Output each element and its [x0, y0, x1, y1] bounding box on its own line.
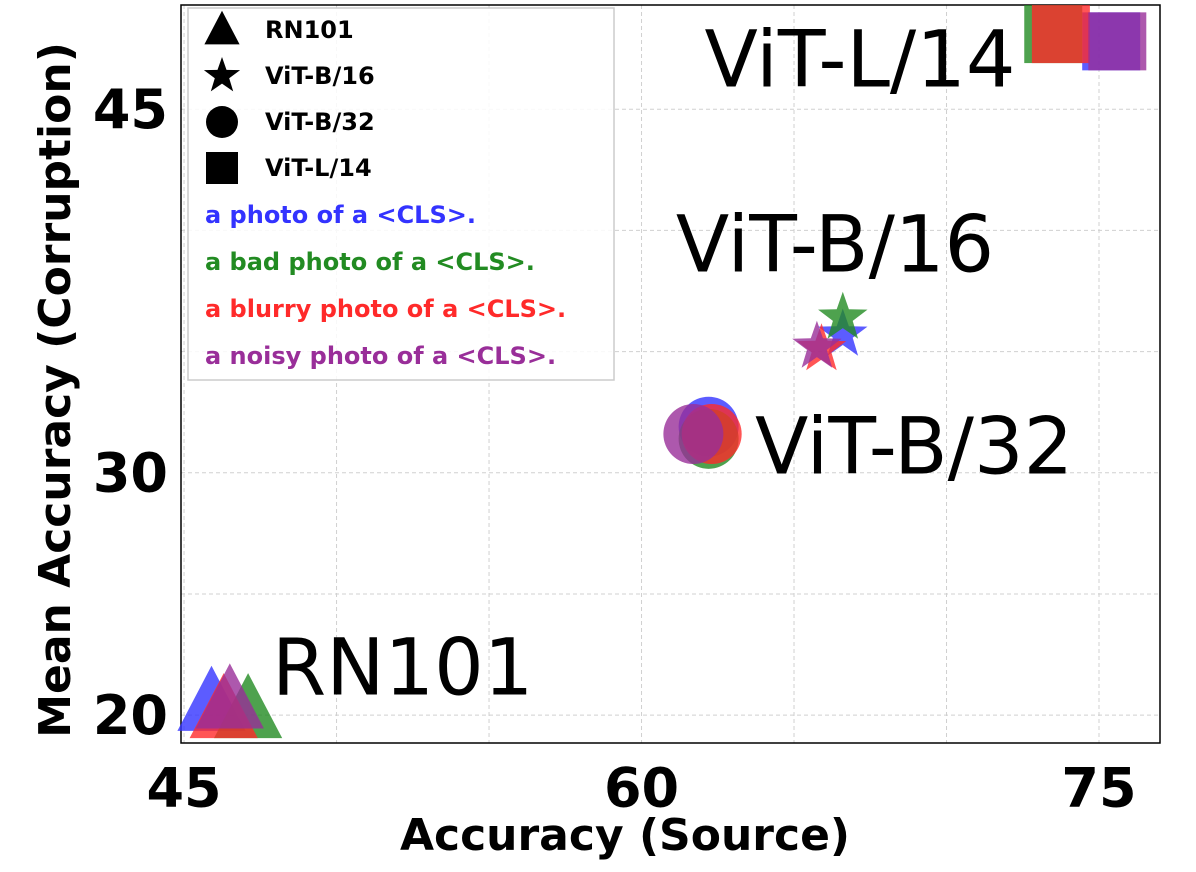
model-label: ViT-B/32 [755, 402, 1073, 492]
x-axis-title: Accuracy (Source) [400, 810, 850, 861]
legend-label: ViT-L/14 [265, 154, 372, 182]
legend-label: RN101 [265, 16, 354, 44]
legend-label: a noisy photo of a <CLS>. [205, 342, 556, 370]
star-point [818, 291, 868, 339]
triangle-point [195, 663, 264, 729]
legend: RN101 ViT-B/16 ViT-B/32 ViT-L/14 a photo of … [187, 7, 615, 381]
star-point [792, 320, 842, 368]
circle-point [663, 403, 724, 464]
square-point [1031, 5, 1090, 64]
legend-label: a photo of a <CLS>. [205, 201, 476, 229]
y-tick-label: 45 [93, 78, 168, 141]
legend-label: ViT-B/32 [265, 108, 375, 136]
square-point [1088, 12, 1147, 71]
legend-label: a bad photo of a <CLS>. [205, 248, 535, 276]
triangle-point [204, 10, 240, 45]
legend-label: ViT-B/16 [265, 62, 375, 90]
x-tick-label: 45 [146, 757, 221, 820]
x-tick-label: 75 [1061, 757, 1136, 820]
star-point [203, 57, 241, 92]
plot-border [180, 4, 1161, 744]
x-tick-label: 60 [604, 757, 679, 820]
star-point [818, 308, 868, 356]
model-label: ViT-B/16 [676, 200, 994, 290]
circle-point [206, 106, 238, 138]
square-point [206, 152, 238, 184]
y-tick-label: 30 [93, 441, 168, 504]
legend-label: a blurry photo of a <CLS>. [205, 295, 566, 323]
y-tick-label: 20 [93, 684, 168, 747]
model-label: ViT-L/14 [705, 15, 1016, 105]
y-axis-title: Mean Accuracy (Corruption) [30, 42, 81, 738]
model-label: RN101 [272, 623, 533, 713]
legend-box [187, 7, 615, 381]
